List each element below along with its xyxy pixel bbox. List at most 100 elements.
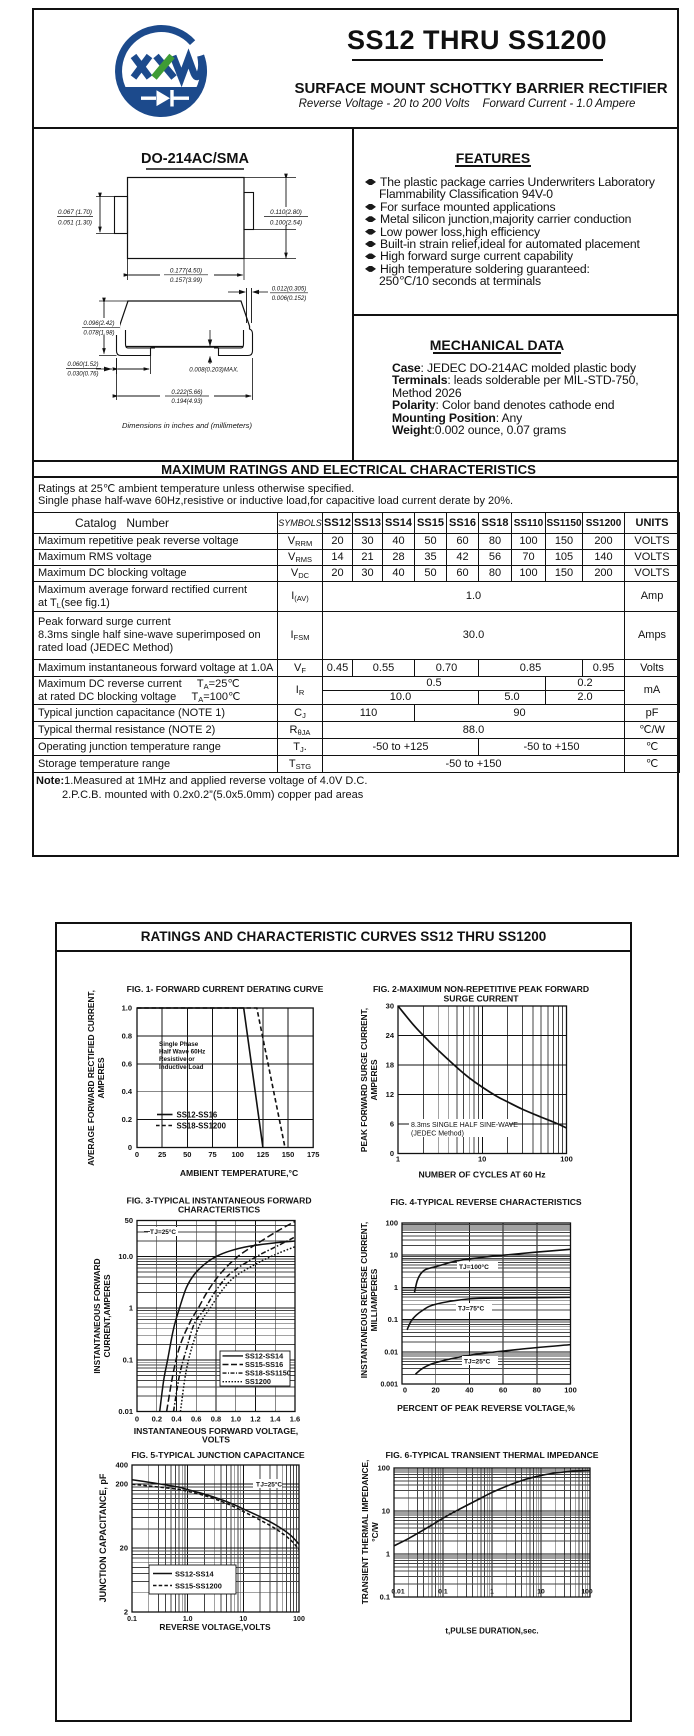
svg-text:1.2: 1.2 (250, 1415, 260, 1424)
svg-text:°C/W: °C/W (370, 1522, 380, 1542)
svg-text:20: 20 (432, 1386, 440, 1395)
svg-text:60: 60 (499, 1386, 507, 1395)
svg-text:100: 100 (385, 1219, 398, 1228)
svg-text:0.194(4.93): 0.194(4.93) (171, 398, 202, 405)
svg-text:200: 200 (115, 1480, 128, 1489)
svg-text:0.8: 0.8 (122, 1031, 132, 1040)
svg-text:INSTANTANEOUS FORWARD: INSTANTANEOUS FORWARD (92, 1258, 102, 1373)
svg-text:12: 12 (386, 1090, 394, 1099)
svg-text:Resistive or: Resistive or (159, 1056, 195, 1063)
svg-text:NUMBER OF CYCLES AT 60 Hz: NUMBER OF CYCLES AT 60 Hz (418, 1170, 545, 1180)
svg-text:TJ=100°C: TJ=100°C (459, 1263, 489, 1271)
svg-text:0.008(0.203)MAX.: 0.008(0.203)MAX. (189, 367, 238, 374)
svg-text:175: 175 (307, 1150, 320, 1159)
svg-text:0.1: 0.1 (127, 1616, 137, 1623)
svg-text:0.110(2.80): 0.110(2.80) (270, 209, 302, 216)
svg-text:Dimensions in inches and (mill: Dimensions in inches and (millimeters) (122, 421, 252, 430)
svg-text:AMPERES: AMPERES (369, 1059, 379, 1100)
svg-text:100: 100 (560, 1155, 573, 1164)
svg-text:0.1: 0.1 (438, 1589, 448, 1596)
svg-text:FIG. 2-MAXIMUM NON-REPETITIVE: FIG. 2-MAXIMUM NON-REPETITIVE PEAK FORWA… (373, 984, 589, 994)
svg-text:1.0: 1.0 (231, 1415, 241, 1424)
svg-text:10: 10 (537, 1589, 545, 1596)
svg-text:1.0: 1.0 (183, 1616, 193, 1623)
svg-text:30: 30 (386, 1002, 394, 1011)
svg-text:20: 20 (120, 1544, 128, 1553)
svg-text:50: 50 (125, 1216, 133, 1225)
svg-text:0.8: 0.8 (211, 1415, 221, 1424)
svg-text:Inductive Load: Inductive Load (159, 1064, 204, 1071)
svg-text:10: 10 (382, 1507, 390, 1516)
svg-text:SS15-SS1200: SS15-SS1200 (175, 1582, 222, 1591)
svg-text:25: 25 (158, 1150, 166, 1159)
svg-text:FIG. 6-TYPICAL TRANSIENT THERM: FIG. 6-TYPICAL TRANSIENT THERMAL IMPEDAN… (385, 1450, 598, 1460)
svg-text:100: 100 (377, 1464, 390, 1473)
svg-text:0: 0 (128, 1143, 132, 1152)
svg-text:2: 2 (124, 1608, 128, 1617)
svg-text:0.012(0.305): 0.012(0.305) (272, 286, 307, 293)
svg-text:MILLIAMPERES: MILLIAMPERES (369, 1268, 379, 1331)
svg-text:400: 400 (115, 1461, 128, 1470)
svg-text:1: 1 (396, 1155, 400, 1164)
svg-text:0.006(0.152): 0.006(0.152) (272, 295, 307, 302)
svg-text:0.1: 0.1 (380, 1593, 390, 1602)
svg-text:0.2: 0.2 (122, 1115, 132, 1124)
svg-text:INSTANTANEOUS REVERSE CURRENT,: INSTANTANEOUS REVERSE CURRENT, (359, 1222, 369, 1378)
svg-text:6: 6 (390, 1120, 394, 1129)
svg-text:SS15-SS16: SS15-SS16 (245, 1360, 283, 1369)
svg-text:0.060(1.52): 0.060(1.52) (67, 361, 98, 368)
svg-text:T J=25°C: T J=25°C (256, 1481, 282, 1489)
svg-text:0.4: 0.4 (171, 1415, 182, 1424)
svg-text:10: 10 (478, 1155, 486, 1164)
svg-text:t,PULSE DURATION,sec.: t,PULSE DURATION,sec. (445, 1627, 538, 1636)
svg-text:AVERAGE FORWARD RECTIFIED CURR: AVERAGE FORWARD RECTIFIED CURRENT, (86, 990, 96, 1166)
svg-text:0.1: 0.1 (388, 1315, 398, 1324)
svg-text:40: 40 (465, 1386, 473, 1395)
svg-text:0.6: 0.6 (191, 1415, 201, 1424)
svg-text:PERCENT OF PEAK REVERSE VOLTAG: PERCENT OF PEAK REVERSE VOLTAGE,% (397, 1403, 575, 1413)
svg-text:INSTANTANEOUS FORWARD VOLTAGE,: INSTANTANEOUS FORWARD VOLTAGE, (134, 1426, 298, 1436)
svg-text:0.067 (1.70): 0.067 (1.70) (58, 209, 92, 216)
svg-text:T J=25°C: T J=25°C (150, 1228, 176, 1236)
svg-text:75: 75 (208, 1150, 216, 1159)
svg-text:0.001: 0.001 (380, 1382, 398, 1389)
svg-text:100: 100 (564, 1386, 577, 1395)
svg-text:0.01: 0.01 (118, 1407, 133, 1416)
svg-text:SS12-SS14: SS12-SS14 (245, 1351, 284, 1360)
svg-text:Half Wave 60Hz: Half Wave 60Hz (159, 1049, 205, 1056)
svg-text:FIG. 4-TYPICAL REVERSE CHARACT: FIG. 4-TYPICAL REVERSE CHARACTERISTICS (390, 1197, 582, 1207)
svg-text:125: 125 (257, 1150, 270, 1159)
svg-text:PEAK FORWARD SURGE CURRENT,: PEAK FORWARD SURGE CURRENT, (359, 1008, 369, 1152)
svg-text:SS1200: SS1200 (245, 1377, 271, 1386)
svg-text:0.4: 0.4 (122, 1087, 133, 1096)
svg-text:CHARACTERISTICS: CHARACTERISTICS (178, 1205, 260, 1215)
svg-text:0: 0 (135, 1415, 139, 1424)
svg-text:DO-214AC/SMA: DO-214AC/SMA (141, 151, 249, 167)
svg-text:100: 100 (581, 1589, 593, 1596)
svg-text:100: 100 (293, 1616, 305, 1623)
svg-text:FIG. 5-TYPICAL JUNCTION CAPACI: FIG. 5-TYPICAL JUNCTION CAPACITANCE (131, 1450, 305, 1460)
svg-text:Single Phase: Single Phase (159, 1041, 199, 1048)
svg-text:SS12-SS16: SS12-SS16 (177, 1111, 218, 1120)
svg-text:JUNCTION CAPACITANCE, pF: JUNCTION CAPACITANCE, pF (98, 1473, 108, 1602)
svg-text:10: 10 (239, 1616, 247, 1623)
svg-text:CURRENT,AMPERES: CURRENT,AMPERES (102, 1274, 112, 1357)
svg-text:10: 10 (390, 1251, 398, 1260)
svg-text:18: 18 (386, 1061, 394, 1070)
svg-text:FIG. 1- FORWARD CURRENT DERATI: FIG. 1- FORWARD CURRENT DERATING CURVE (127, 984, 324, 994)
svg-text:10.0: 10.0 (118, 1252, 133, 1261)
svg-text:VOLTS: VOLTS (202, 1435, 230, 1445)
svg-text:0.2: 0.2 (152, 1415, 162, 1424)
svg-text:80: 80 (533, 1386, 541, 1395)
svg-text:(JEDEC Method): (JEDEC Method) (411, 1130, 464, 1137)
svg-text:TJ=75°C: TJ=75°C (458, 1305, 485, 1313)
svg-text:0.1: 0.1 (123, 1355, 133, 1364)
svg-text:1.0: 1.0 (122, 1004, 132, 1013)
svg-text:0.6: 0.6 (122, 1059, 132, 1068)
svg-text:150: 150 (282, 1150, 295, 1159)
svg-text:0: 0 (135, 1150, 139, 1159)
svg-text:1: 1 (394, 1283, 398, 1292)
svg-text:1.6: 1.6 (290, 1415, 300, 1424)
svg-text:0: 0 (390, 1149, 394, 1158)
svg-text:50: 50 (183, 1150, 191, 1159)
